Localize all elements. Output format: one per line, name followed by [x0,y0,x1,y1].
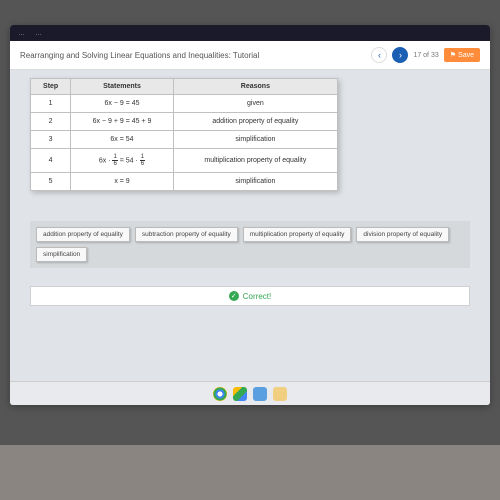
step-cell: 5 [31,173,71,191]
table-row: 16x − 9 = 45given [31,95,338,113]
next-button[interactable]: › [392,47,408,63]
page-indicator: 17 of 33 [413,52,438,59]
reason-cell: multiplication property of equality [173,149,337,173]
feedback-bar: ✓ Correct! [30,286,470,306]
answer-chip[interactable]: division property of equality [356,227,449,242]
answer-bank: addition property of equality subtraction… [30,221,470,268]
prev-button[interactable]: ‹ [371,47,387,63]
answer-chip[interactable]: subtraction property of equality [135,227,238,242]
step-cell: 2 [31,113,71,131]
statement-cell: x = 9 [71,173,174,191]
table-row: 26x − 9 + 9 = 45 + 9addition property of… [31,113,338,131]
answer-chip[interactable]: multiplication property of equality [243,227,352,242]
reason-cell: simplification [173,131,337,149]
col-step: Step [31,79,71,95]
step-cell: 4 [31,149,71,173]
check-icon: ✓ [229,291,239,301]
table-row: 36x = 54simplification [31,131,338,149]
col-reasons: Reasons [173,79,337,95]
statement-cell: 6x − 9 + 9 = 45 + 9 [71,113,174,131]
taskbar [10,381,490,405]
step-cell: 1 [31,95,71,113]
browser-hint: … [35,30,42,37]
lesson-header: Rearranging and Solving Linear Equations… [10,41,490,70]
reason-cell: simplification [173,173,337,191]
browser-hint: … [18,30,25,37]
answer-chip[interactable]: addition property of equality [36,227,130,242]
app-icon[interactable] [253,387,267,401]
drive-icon[interactable] [233,387,247,401]
statement-cell: 6x − 9 = 45 [71,95,174,113]
explorer-icon[interactable] [273,387,287,401]
step-cell: 3 [31,131,71,149]
reason-cell: addition property of equality [173,113,337,131]
lesson-title: Rearranging and Solving Linear Equations… [20,51,371,60]
table-row: 5x = 9simplification [31,173,338,191]
save-label: Save [458,52,474,59]
browser-tab-bar: … … [10,25,490,41]
col-statements: Statements [71,79,174,95]
chrome-icon[interactable] [213,387,227,401]
answer-chip[interactable]: simplification [36,247,87,262]
statement-cell: 6x · 16 = 54 · 16 [71,149,174,173]
statement-cell: 6x = 54 [71,131,174,149]
table-row: 46x · 16 = 54 · 16multiplication propert… [31,149,338,173]
flag-icon: ⚑ [450,51,456,59]
feedback-text: Correct! [243,292,271,301]
save-button[interactable]: ⚑ Save [444,48,480,62]
proof-table: Step Statements Reasons 16x − 9 = 45give… [30,78,338,191]
content-area: Step Statements Reasons 16x − 9 = 45give… [10,70,490,381]
reason-cell: given [173,95,337,113]
